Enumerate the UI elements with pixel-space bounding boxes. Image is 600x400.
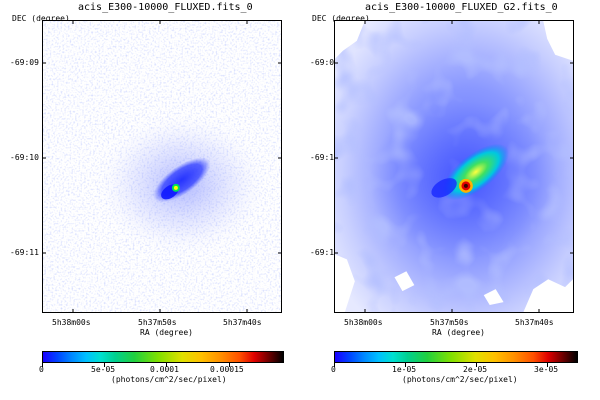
- left-ytick: -69:09: [10, 58, 39, 67]
- right-panel-title: acis_E300-10000_FLUXED_G2.fits_0: [365, 2, 558, 13]
- left-ra-axis-label: RA (degree): [140, 328, 193, 337]
- right-xtick: 5h38m00s: [344, 318, 383, 327]
- left-xtick: 5h37m50s: [138, 318, 177, 327]
- right-cbar-tick-mark: [334, 363, 335, 367]
- right-image-render: [335, 21, 573, 312]
- left-ytick: -69:10: [10, 153, 39, 162]
- left-cbar-unit: (photons/cm^2/sec/pixel): [111, 375, 227, 384]
- left-cbar-tick-label: 0.0001: [150, 365, 179, 374]
- left-ytick: -69:11: [10, 248, 39, 257]
- right-ytick: -69:09: [310, 58, 339, 67]
- right-xtick: 5h37m40s: [515, 318, 554, 327]
- left-image-render: [43, 21, 281, 312]
- right-xtick: 5h37m50s: [430, 318, 469, 327]
- left-colorbar: [42, 351, 284, 363]
- right-cbar-tick-label: 1e-05: [392, 365, 417, 374]
- left-xtick: 5h38m00s: [52, 318, 91, 327]
- left-image-panel: acis_E300-10000_FLUXED.fits_0 DEC (degre…: [10, 2, 284, 384]
- left-cbar-tick-mark: [104, 363, 105, 367]
- right-sky-image[interactable]: [334, 20, 574, 313]
- left-dec-axis-label: DEC (degree): [12, 14, 70, 23]
- left-cbar-tick-mark: [42, 363, 43, 367]
- right-dec-axis-label: DEC (degree): [312, 14, 370, 23]
- left-xtick: 5h37m40s: [223, 318, 262, 327]
- right-cbar-tick-mark: [547, 363, 548, 367]
- right-cbar-tick-mark: [476, 363, 477, 367]
- right-cbar-tick-mark: [405, 363, 406, 367]
- left-cbar-tick-label: 0: [39, 365, 44, 374]
- left-cbar-tick-label: 5e-05: [91, 365, 116, 374]
- right-cbar-tick-label: 0: [331, 365, 336, 374]
- right-colorbar: [334, 351, 578, 363]
- left-panel-title: acis_E300-10000_FLUXED.fits_0: [78, 2, 253, 13]
- right-cbar-tick-label: 3e-05: [534, 365, 559, 374]
- right-image-panel: acis_E300-10000_FLUXED_G2.fits_0 DEC (de…: [300, 0, 600, 400]
- right-cbar-tick-label: 2e-05: [463, 365, 488, 374]
- left-sky-image[interactable]: [42, 20, 282, 313]
- right-ytick: -69:10: [310, 153, 339, 162]
- right-ra-axis-label: RA (degree): [432, 328, 485, 337]
- right-cbar-unit: (photons/cm^2/sec/pixel): [402, 375, 518, 384]
- right-ytick: -69:11: [310, 248, 339, 257]
- left-cbar-tick-mark: [166, 363, 167, 367]
- left-cbar-tick-mark: [229, 363, 230, 367]
- left-cbar-tick-label: 0.00015: [210, 365, 244, 374]
